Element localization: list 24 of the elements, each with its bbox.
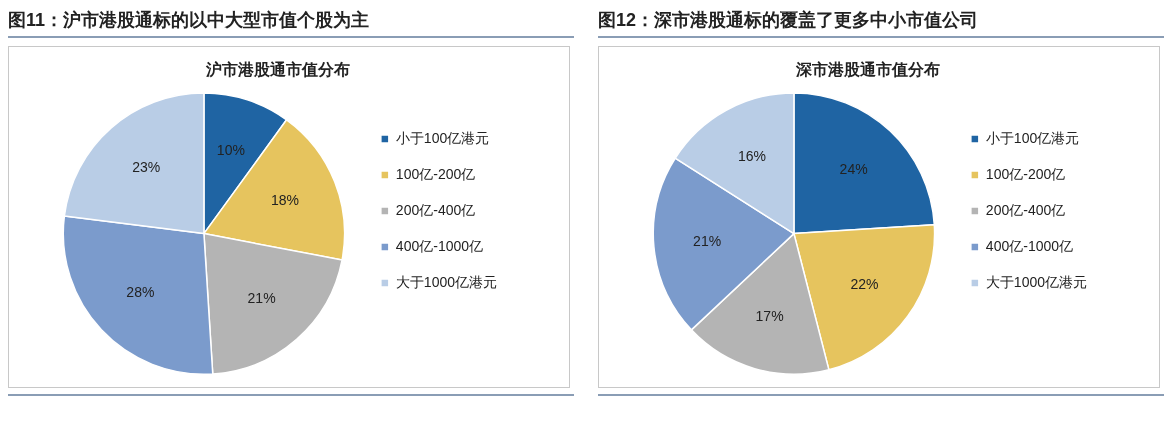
chart-title: 图12：深市港股通标的覆盖了更多中小市值公司 bbox=[598, 8, 1164, 38]
legend-label: 100亿-200亿 bbox=[985, 165, 1066, 182]
chart-subtitle: 沪市港股通市值分布 bbox=[205, 60, 350, 79]
data-label: 18% bbox=[270, 192, 300, 209]
data-label: 16% bbox=[737, 148, 766, 165]
data-label: 22% bbox=[850, 275, 879, 292]
legend-label: 大于1000亿港元 bbox=[395, 273, 498, 290]
data-label: 10% bbox=[216, 141, 245, 158]
legend-label: 大于1000亿港元 bbox=[985, 273, 1088, 290]
legend-label: 400亿-1000亿 bbox=[985, 237, 1074, 254]
legend-label: 400亿-1000亿 bbox=[395, 237, 484, 254]
chart-subtitle: 深市港股通市值分布 bbox=[795, 61, 940, 79]
data-label: 23% bbox=[132, 159, 161, 176]
legend-label: 100亿-200亿 bbox=[395, 165, 476, 182]
data-label: 24% bbox=[839, 160, 868, 177]
legend-label: 200亿-400亿 bbox=[395, 201, 476, 218]
data-label: 21% bbox=[693, 232, 722, 249]
legend-label: 小于100亿港元 bbox=[395, 129, 490, 146]
data-label: 28% bbox=[126, 284, 155, 301]
legend-label: 小于100亿港元 bbox=[985, 129, 1080, 146]
data-label: 21% bbox=[247, 289, 276, 306]
legend-label: 200亿-400亿 bbox=[985, 201, 1066, 218]
chart-title: 图11：沪市港股通标的以中大型市值个股为主 bbox=[8, 8, 574, 38]
data-label: 17% bbox=[755, 308, 784, 325]
